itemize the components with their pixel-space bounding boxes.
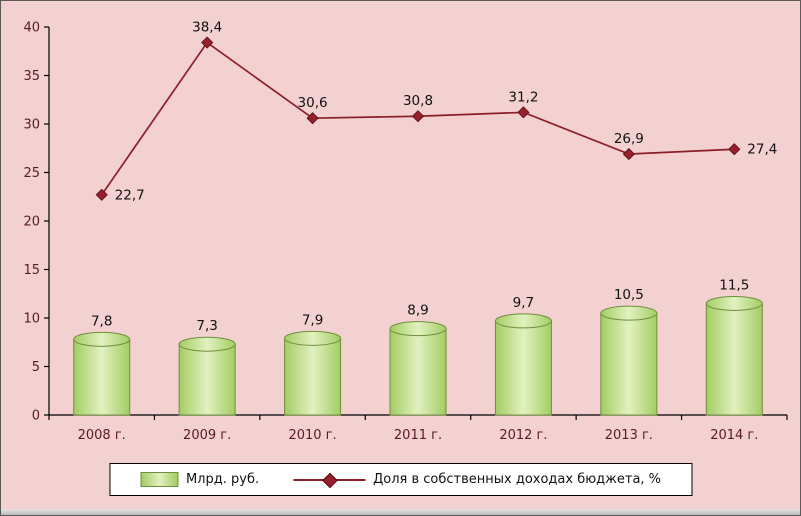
svg-text:38,4: 38,4 bbox=[192, 20, 222, 36]
svg-text:40: 40 bbox=[23, 21, 40, 36]
chart-canvas: 0 5 10 15 20 25 30 35 40 2008 г. 2009 г. 2010 г. 201… bbox=[23, 20, 788, 443]
svg-text:2014 г.: 2014 г. bbox=[710, 428, 758, 443]
line-series: 22,7 38,4 30,6 30,8 31,2 26,9 27,4 bbox=[95, 20, 777, 203]
svg-text:5: 5 bbox=[32, 360, 40, 375]
legend-item-bars: Млрд. руб. bbox=[139, 472, 260, 487]
svg-text:11,5: 11,5 bbox=[719, 277, 749, 293]
svg-text:26,9: 26,9 bbox=[614, 131, 644, 147]
legend-item-line: Доля в собственных доходах бюджета, % bbox=[293, 472, 662, 488]
legend-bar-label: Млрд. руб. bbox=[185, 472, 260, 487]
svg-text:30,8: 30,8 bbox=[403, 93, 433, 109]
svg-text:20: 20 bbox=[23, 215, 40, 230]
svg-text:30,6: 30,6 bbox=[298, 95, 328, 111]
svg-text:22,7: 22,7 bbox=[115, 187, 145, 203]
line-series-swatch-icon bbox=[293, 472, 366, 488]
svg-text:27,4: 27,4 bbox=[747, 142, 777, 158]
svg-text:31,2: 31,2 bbox=[508, 89, 538, 105]
svg-text:35: 35 bbox=[23, 69, 40, 84]
svg-text:15: 15 bbox=[23, 263, 40, 278]
svg-text:8,9: 8,9 bbox=[407, 303, 428, 319]
bar-series: 7,8 7,3 7,9 8,9 9,7 10,5 11,5 bbox=[73, 277, 763, 416]
bar-series-swatch-icon bbox=[139, 472, 178, 487]
legend-line-label: Доля в собственных доходах бюджета, % bbox=[373, 472, 662, 487]
svg-text:25: 25 bbox=[23, 166, 40, 181]
svg-text:10,5: 10,5 bbox=[614, 287, 644, 303]
axes: 0 5 10 15 20 25 30 35 40 2008 г. 2009 г. 2010 г. 201… bbox=[23, 21, 788, 443]
svg-text:9,7: 9,7 bbox=[513, 295, 534, 311]
svg-text:10: 10 bbox=[23, 312, 40, 327]
svg-text:2008 г.: 2008 г. bbox=[78, 428, 126, 443]
svg-text:2013 г.: 2013 г. bbox=[605, 428, 653, 443]
svg-text:2011 г.: 2011 г. bbox=[394, 428, 442, 443]
svg-text:7,9: 7,9 bbox=[302, 312, 323, 328]
svg-text:7,3: 7,3 bbox=[196, 318, 217, 334]
svg-text:30: 30 bbox=[23, 118, 40, 133]
svg-text:0: 0 bbox=[32, 409, 40, 424]
svg-text:7,8: 7,8 bbox=[91, 313, 112, 329]
svg-text:2012 г.: 2012 г. bbox=[499, 428, 547, 443]
window-bottom-edge bbox=[1, 509, 800, 515]
svg-text:2010 г.: 2010 г. bbox=[288, 428, 336, 443]
legend: Млрд. руб. Доля в собственных доходах бю… bbox=[108, 463, 693, 496]
svg-text:2009 г.: 2009 г. bbox=[183, 428, 231, 443]
